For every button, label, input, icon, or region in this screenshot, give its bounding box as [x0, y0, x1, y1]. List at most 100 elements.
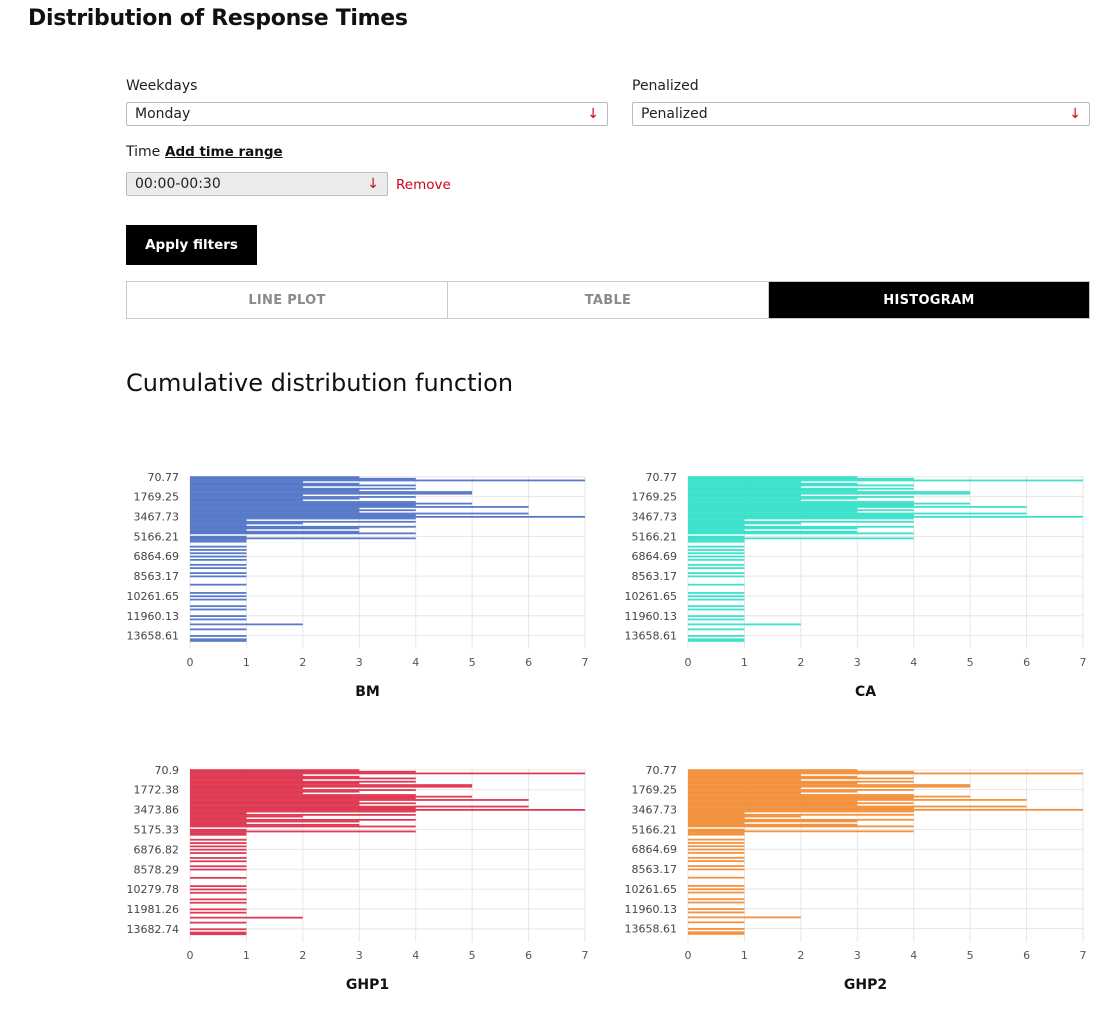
- histogram-bar: [688, 537, 914, 540]
- histogram-bar: [688, 795, 971, 798]
- histogram-bar: [190, 509, 416, 512]
- view-tabs: LINE PLOT TABLE HISTOGRAM: [126, 281, 1090, 319]
- time-range-select[interactable]: 00:00-00:30 ↓: [126, 172, 388, 196]
- remove-time-range-link[interactable]: Remove: [396, 177, 451, 193]
- histogram-bar: [190, 527, 360, 530]
- histogram-bar: [688, 517, 914, 520]
- histogram-bar: [190, 486, 303, 488]
- histogram-bar: [688, 476, 858, 479]
- y-tick-label: 1772.38: [134, 784, 180, 797]
- tab-line-plot[interactable]: LINE PLOT: [127, 282, 448, 318]
- histogram-bar: [190, 800, 360, 803]
- y-tick-label: 13658.61: [625, 630, 678, 643]
- histogram-svg: 0 1 2 3 4 5 6 7 70.77 1769.25 3467.73 5166.21 6864.6…: [625, 764, 1087, 993]
- histogram-bar: [190, 507, 360, 510]
- histogram-svg: 0 1 2 3 4 5 6 7 70.77 1769.25 3467.73 5166.21 6864.6…: [127, 471, 589, 700]
- x-tick-label: 7: [582, 656, 589, 669]
- histogram-bar: [190, 812, 247, 815]
- histogram-bar: [688, 833, 745, 836]
- histogram-bar: [190, 787, 303, 790]
- histogram-bar: [190, 785, 473, 788]
- histogram-bar: [190, 797, 416, 800]
- histogram-bar: [190, 818, 416, 821]
- histogram-bar: [190, 933, 247, 936]
- histogram-bar: [190, 555, 247, 558]
- histogram-bar: [688, 832, 745, 834]
- histogram-bar: [688, 908, 745, 911]
- histogram-bar: [688, 514, 914, 517]
- arrow-down-icon: ↓: [587, 106, 599, 122]
- histogram-bar: [688, 865, 745, 867]
- x-tick-label: 4: [412, 949, 419, 962]
- histogram-bar: [688, 486, 801, 488]
- histogram-bar: [190, 482, 360, 485]
- x-tick-label: 3: [356, 949, 363, 962]
- histogram-bar: [190, 774, 303, 777]
- add-time-range-link[interactable]: Add time range: [165, 144, 283, 160]
- histogram-bar: [190, 780, 416, 783]
- histogram-bar: [688, 575, 745, 578]
- histogram-bar: [688, 820, 858, 823]
- tab-histogram[interactable]: HISTOGRAM: [769, 282, 1089, 318]
- histogram-bar: [190, 489, 360, 492]
- histogram-bar: [190, 558, 247, 561]
- histogram-bar: [190, 504, 416, 507]
- histogram-bar: [688, 888, 745, 891]
- histogram-bar: [688, 489, 858, 492]
- penalized-select[interactable]: Penalized ↓: [632, 102, 1090, 126]
- tab-table[interactable]: TABLE: [448, 282, 769, 318]
- histogram-chart-ca: 0 1 2 3 4 5 6 7 70.77 1769.25 3467.73 5166.21 6864.6…: [618, 466, 1098, 711]
- histogram-bar: [688, 790, 858, 793]
- histogram-chart-bm: 0 1 2 3 4 5 6 7 70.77 1769.25 3467.73 5166.21 6864.6…: [120, 466, 600, 711]
- histogram-bar: [688, 784, 971, 786]
- histogram-bar: [688, 484, 914, 487]
- histogram-bar: [190, 928, 247, 931]
- histogram-bar: [190, 804, 360, 806]
- weekdays-select[interactable]: Monday ↓: [126, 102, 608, 126]
- histogram-bar: [190, 911, 247, 914]
- histogram-bar: [688, 504, 914, 507]
- histogram-bar: [688, 598, 745, 601]
- histogram-bar: [688, 772, 1083, 775]
- histogram-bar: [190, 820, 360, 823]
- histogram-bar: [688, 779, 801, 781]
- y-tick-label: 10279.78: [127, 883, 180, 896]
- x-tick-label: 1: [243, 656, 250, 669]
- histogram-bar: [190, 901, 247, 904]
- histogram-bar: [190, 502, 473, 505]
- histogram-bar: [190, 784, 473, 786]
- histogram-bar: [190, 530, 360, 533]
- histogram-bar: [190, 860, 247, 863]
- histogram-bar: [688, 797, 914, 800]
- histogram-bar: [190, 807, 416, 810]
- histogram-bar: [190, 520, 416, 523]
- histogram-bar: [688, 856, 745, 859]
- histogram-bar: [688, 555, 745, 558]
- x-tick-label: 1: [741, 656, 748, 669]
- y-tick-label: 5175.33: [134, 823, 180, 836]
- histogram-bar: [688, 482, 858, 485]
- weekdays-value: Monday: [135, 106, 191, 122]
- histogram-bar: [190, 640, 247, 642]
- x-tick-label: 3: [854, 949, 861, 962]
- histogram-bar: [688, 770, 914, 773]
- histogram-bar: [190, 794, 416, 796]
- apply-filters-button[interactable]: Apply filters: [126, 225, 257, 265]
- histogram-bar: [688, 815, 801, 818]
- histogram-bar: [688, 608, 745, 611]
- x-tick-label: 3: [854, 656, 861, 669]
- histogram-bar: [190, 484, 416, 487]
- histogram-bar: [688, 916, 801, 919]
- histogram-bar: [688, 535, 745, 538]
- histogram-chart-ghp2: 0 1 2 3 4 5 6 7 70.77 1769.25 3467.73 5166.21 6864.6…: [618, 759, 1098, 1004]
- histogram-bar: [688, 782, 858, 785]
- histogram-bar: [688, 813, 914, 816]
- y-tick-label: 11960.13: [625, 610, 678, 623]
- histogram-bar: [688, 785, 971, 788]
- y-tick-label: 70.77: [646, 471, 678, 484]
- histogram-bar: [190, 810, 416, 813]
- histogram-bar: [688, 933, 745, 935]
- histogram-bar: [688, 812, 745, 815]
- histogram-bar: [190, 823, 360, 826]
- histogram-bar: [190, 805, 529, 808]
